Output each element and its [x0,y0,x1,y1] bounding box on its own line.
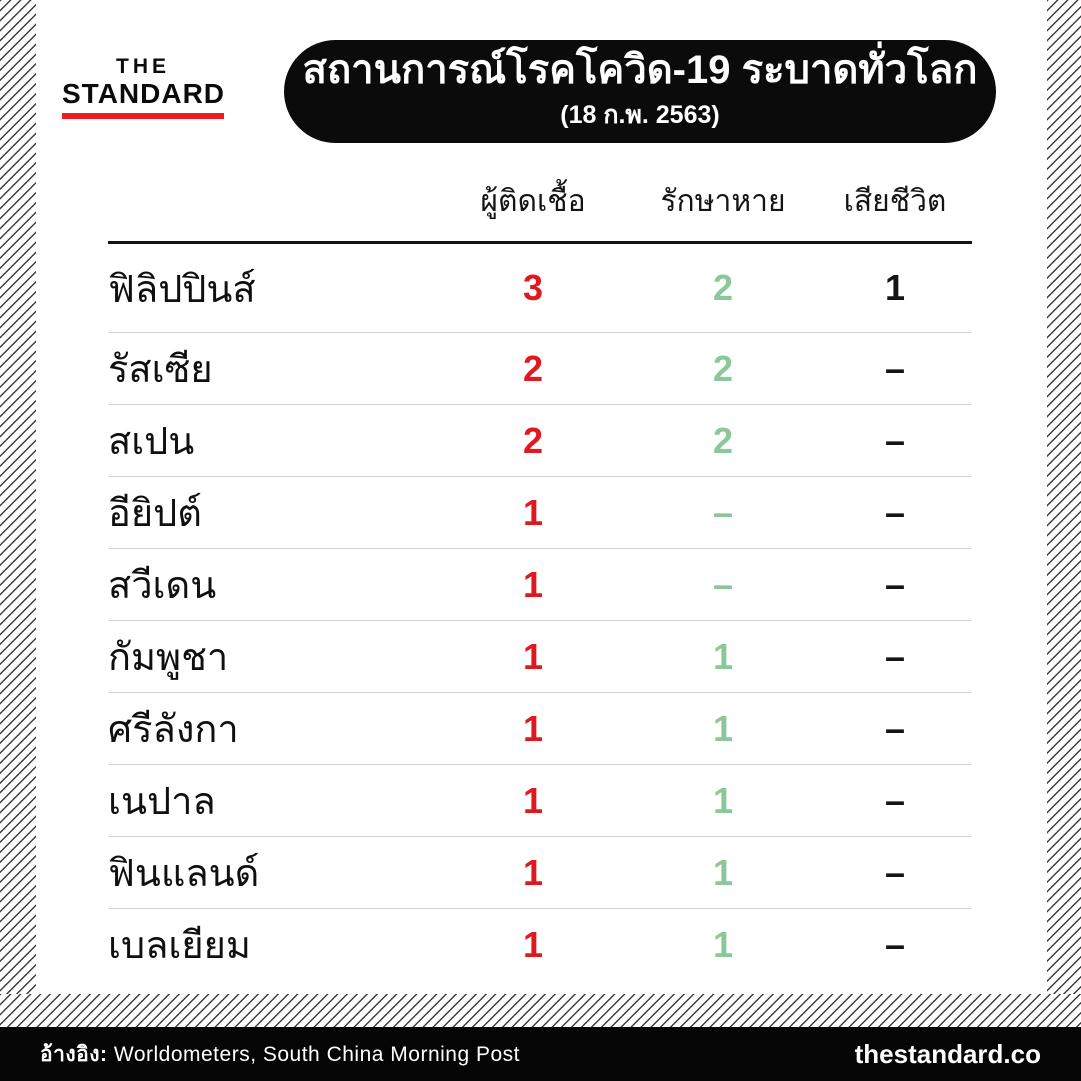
page-title: สถานการณ์โรคโควิด-19 ระบาดทั่วโลก [302,48,978,92]
deaths-count: – [884,779,906,821]
source-credit: อ้างอิง: Worldometers, South China Morni… [40,1038,520,1071]
column-header-deaths: เสียชีวิต [843,185,947,218]
country-name: อียิปต์ [108,493,202,535]
hatch-border-bottom [0,994,1081,1027]
infected-count: 1 [522,779,544,821]
deaths-count: – [884,635,906,677]
table-row: กัมพูชา 1 1 – [108,621,972,693]
hatch-border-right [1047,0,1081,994]
table-row: ฟินแลนด์ 1 1 – [108,837,972,909]
table-row: อียิปต์ 1 – – [108,477,972,549]
recovered-count: 1 [712,851,734,893]
deaths-count: – [884,347,906,389]
country-name: สเปน [108,421,195,463]
column-header-infected: ผู้ติดเชื้อ [480,185,586,218]
column-header-recovered: รักษาหาย [660,185,786,218]
logo-red-underline [62,113,224,119]
source-text: Worldometers, South China Morning Post [113,1042,521,1066]
recovered-count: 1 [712,707,734,749]
covid-table: ผู้ติดเชื้อ รักษาหาย เสียชีวิต ฟิลิปปินส… [108,165,972,980]
country-name: ศรีลังกา [108,709,239,751]
recovered-count: 2 [712,347,734,389]
hatch-border-left [0,0,36,994]
country-name: กัมพูชา [108,637,229,679]
table-row: เบลเยียม 1 1 – [108,909,972,980]
table-row: สวีเดน 1 – – [108,549,972,621]
table-row: ฟิลิปปินส์ 3 2 1 [108,244,972,333]
infected-count: 1 [522,851,544,893]
recovered-count: 1 [712,779,734,821]
recovered-count: 1 [712,923,734,965]
deaths-count: – [884,491,906,533]
infected-count: 1 [522,563,544,605]
recovered-count: – [712,491,734,533]
infected-count: 2 [522,419,544,461]
footer-bar: อ้างอิง: Worldometers, South China Morni… [0,1027,1081,1081]
logo-line1: THE [116,55,170,78]
table-row: ศรีลังกา 1 1 – [108,693,972,765]
deaths-count: 1 [884,267,906,308]
country-name: สวีเดน [108,565,217,607]
deaths-count: – [884,419,906,461]
infected-count: 2 [522,347,544,389]
country-name: ฟินแลนด์ [108,853,260,895]
title-banner: สถานการณ์โรคโควิด-19 ระบาดทั่วโลก (18 ก.… [284,40,996,143]
country-name: เนปาล [108,781,216,823]
country-name: รัสเซีย [108,349,213,391]
table-row: รัสเซีย 2 2 – [108,333,972,405]
recovered-count: 2 [712,267,734,308]
table-row: เนปาล 1 1 – [108,765,972,837]
page-date: (18 ก.พ. 2563) [560,101,720,129]
logo-line2: STANDARD [62,78,226,109]
table-body: ฟิลิปปินส์ 3 2 1 รัสเซีย 2 2 – สเปน 2 2 … [108,244,972,980]
recovered-count: – [712,563,734,605]
infected-count: 1 [522,635,544,677]
table-header-row: ผู้ติดเชื้อ รักษาหาย เสียชีวิต [108,165,972,244]
source-label: อ้างอิง: [40,1042,108,1066]
recovered-count: 1 [712,635,734,677]
infected-count: 1 [522,491,544,533]
deaths-count: – [884,707,906,749]
infected-count: 1 [522,707,544,749]
deaths-count: – [884,923,906,965]
table-row: สเปน 2 2 – [108,405,972,477]
country-name: ฟิลิปปินส์ [108,268,256,311]
deaths-count: – [884,851,906,893]
infected-count: 3 [522,267,544,308]
country-name: เบลเยียม [108,925,251,967]
infected-count: 1 [522,923,544,965]
the-standard-logo: THE STANDARD [62,56,224,119]
deaths-count: – [884,563,906,605]
recovered-count: 2 [712,419,734,461]
website-url: thestandard.co [854,1038,1041,1069]
